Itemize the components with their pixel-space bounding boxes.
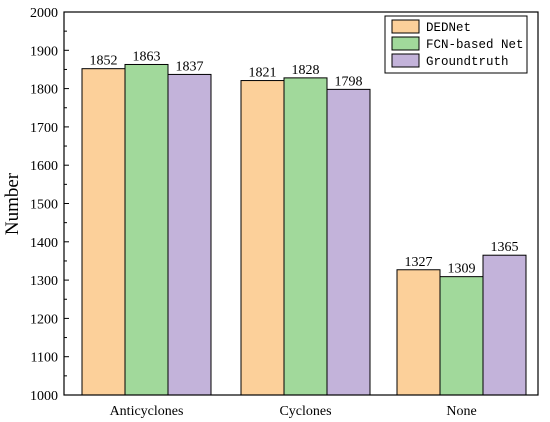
y-tick-label: 1400 <box>30 236 58 251</box>
data-label: 1821 <box>249 66 277 81</box>
y-tick-label: 1200 <box>30 312 58 327</box>
y-tick-label: 1700 <box>30 121 58 136</box>
data-label: 1798 <box>335 74 363 89</box>
legend-swatch <box>391 53 420 68</box>
bar-dednet-cyclones <box>240 80 285 396</box>
y-tick-label: 1300 <box>30 274 58 289</box>
data-label: 1828 <box>292 63 320 78</box>
data-labels: 1852 1863 1837 1821 1828 1798 1327 1309 1365 <box>90 49 519 276</box>
bar-groundtruth-cyclones <box>326 88 371 396</box>
y-tick-label: 1600 <box>30 159 58 174</box>
y-tick-label: 1000 <box>30 389 58 404</box>
legend-swatch <box>391 36 420 51</box>
bar-fcn-based-net-cyclones <box>283 77 328 396</box>
legend-label: FCN-based Net <box>426 38 524 52</box>
bar-groundtruth-none <box>482 254 527 396</box>
bar-dednet-anticyclones <box>81 68 126 396</box>
data-label: 1309 <box>448 262 476 277</box>
plot-frame <box>63 11 539 396</box>
y-tick-label: 1500 <box>30 198 58 213</box>
legend: DEDNet FCN-based Net Groundtruth <box>384 15 528 74</box>
bar-dednet-none <box>396 269 441 396</box>
legend-label: Groundtruth <box>426 55 509 69</box>
legend-label: DEDNet <box>426 21 471 35</box>
data-label: 1863 <box>133 49 161 64</box>
y-tick-label: 1900 <box>30 44 58 59</box>
bar-fcn-based-net-anticyclones <box>124 63 169 396</box>
y-tick-label: 1800 <box>30 83 58 98</box>
data-label: 1365 <box>491 240 519 255</box>
y-axis-label: Number <box>2 172 23 235</box>
data-label: 1852 <box>90 54 118 69</box>
bar-series <box>81 63 527 396</box>
data-label: 1837 <box>176 59 204 74</box>
x-tick-label: Cyclones <box>279 404 331 419</box>
y-tick-label: 1100 <box>31 351 58 366</box>
x-tick-label: Anticyclones <box>110 404 184 419</box>
axis-ticks: 1000 1100 1200 1300 1400 1500 1600 1700 1800 1900… <box>30 6 477 419</box>
bar-groundtruth-anticyclones <box>167 73 212 396</box>
bar-fcn-based-net-none <box>439 276 484 396</box>
x-tick-label: None <box>446 404 476 419</box>
data-label: 1327 <box>405 255 433 270</box>
y-tick-label: 2000 <box>30 6 58 21</box>
legend-swatch <box>391 19 420 34</box>
